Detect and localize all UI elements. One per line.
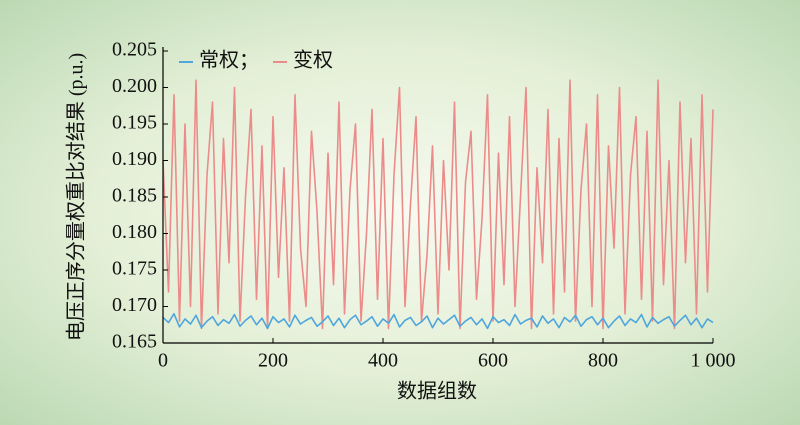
y-tick-label: 0.190: [112, 148, 157, 170]
y-tick-label: 0.200: [112, 75, 157, 97]
y-tick-label: 0.165: [112, 331, 157, 353]
x-tick-label: 200: [258, 350, 288, 372]
x-tick-label: 600: [478, 350, 508, 372]
y-tick-label: 0.175: [112, 258, 157, 280]
x-tick-label: 0: [158, 350, 168, 372]
line-series: [162, 79, 714, 330]
y-tick-label: 0.205: [112, 39, 157, 61]
y-tick-label: 0.195: [112, 112, 157, 134]
y-tick-label: 0.185: [112, 185, 157, 207]
legend-label: 常权；: [199, 49, 259, 72]
y-tick-label: 0.170: [112, 294, 157, 316]
line-series: [162, 313, 714, 330]
x-tick-label: 800: [588, 350, 618, 372]
legend-label: 变权: [293, 49, 333, 72]
y-axis-label: 电压正序分量权重比对结果 (p.u.): [65, 53, 88, 341]
x-axis-label: 数据组数: [397, 380, 477, 403]
x-tick-label: 1 000: [691, 350, 736, 372]
y-tick-label: 0.180: [112, 221, 157, 243]
x-tick-label: 400: [368, 350, 398, 372]
